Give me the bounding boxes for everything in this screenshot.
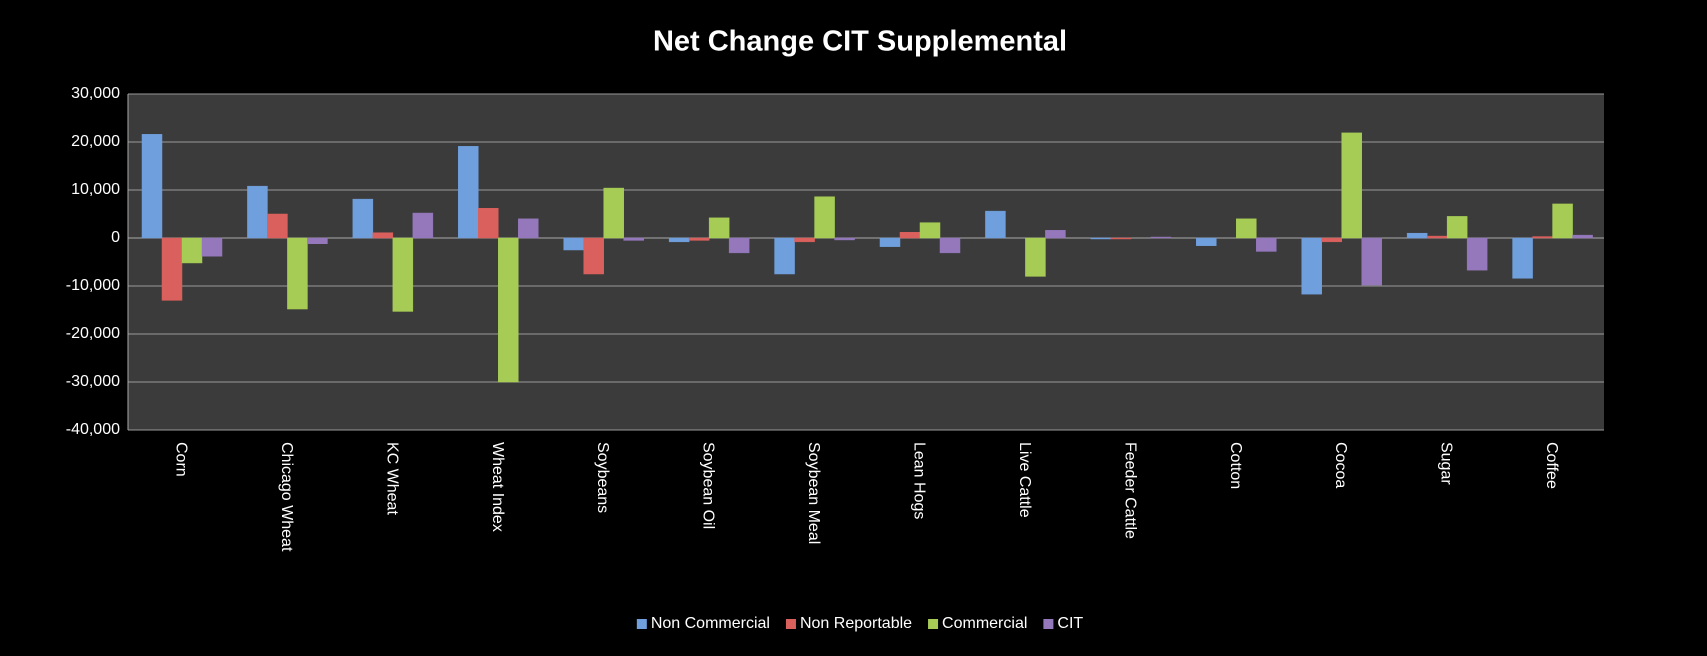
bar: [352, 198, 374, 239]
bar: [1196, 237, 1217, 246]
bar: [1572, 234, 1593, 239]
x-tick-label: Lean Hogs: [910, 442, 927, 519]
bar: [939, 237, 961, 254]
bar: [603, 187, 624, 239]
x-tick-label: Live Cattle: [1016, 442, 1033, 518]
bar: [1341, 132, 1362, 239]
bar: [181, 237, 203, 264]
bar: [985, 210, 1006, 239]
y-tick-label: -40,000: [66, 421, 120, 438]
bar: [1512, 237, 1533, 279]
bar: [307, 237, 328, 245]
x-tick-label: Feeder Cattle: [1121, 442, 1138, 539]
y-tick-label: 30,000: [71, 85, 120, 102]
bar: [623, 237, 644, 241]
legend-swatch: [636, 619, 647, 629]
x-tick-label: Soybean Oil: [700, 442, 717, 529]
y-tick-label: -20,000: [66, 325, 120, 342]
bar: [201, 237, 223, 257]
bar: [267, 213, 288, 239]
legend-label: Commercial: [942, 615, 1027, 632]
x-tick-label: Cotton: [1227, 442, 1244, 489]
bar: [498, 237, 519, 383]
x-tick-label: Coffee: [1543, 442, 1560, 489]
bar: [1045, 230, 1066, 239]
x-tick-label: Chicago Wheat: [278, 442, 295, 552]
bar: [1532, 236, 1553, 239]
bar: [141, 134, 163, 239]
legend-swatch: [928, 619, 939, 629]
bar: [161, 237, 183, 301]
bar: [392, 237, 414, 312]
bar: [834, 237, 855, 241]
bar: [478, 207, 499, 239]
bar: [919, 222, 941, 239]
y-tick-label: -10,000: [66, 277, 120, 294]
bar: [774, 237, 795, 275]
x-tick-label: Corn: [172, 442, 189, 477]
x-tick-label: Wheat Index: [489, 442, 506, 532]
bar: [794, 237, 815, 243]
bar: [879, 237, 901, 247]
bar: [1150, 236, 1172, 239]
bar: [518, 218, 539, 239]
legend-label: Non Commercial: [651, 615, 770, 632]
x-tick-label: Sugar: [1438, 442, 1455, 485]
bar: [287, 237, 308, 310]
y-tick-label: 10,000: [71, 181, 120, 198]
x-tick-label: Soybeans: [594, 442, 611, 513]
bar: [708, 217, 730, 239]
legend-swatch: [1043, 619, 1054, 629]
bar: [1256, 237, 1277, 252]
bar: [1426, 235, 1448, 239]
bar: [247, 185, 268, 239]
bar: [1301, 237, 1322, 295]
bar: [1446, 216, 1468, 239]
x-tick-label: Cocoa: [1332, 442, 1349, 488]
bar: [583, 237, 604, 275]
bar: [814, 196, 835, 239]
x-tick-label: KC Wheat: [383, 442, 400, 515]
bar: [372, 232, 394, 239]
y-tick-label: -30,000: [66, 373, 120, 390]
bar: [458, 146, 479, 239]
bar: [1090, 237, 1112, 240]
bar: [1406, 232, 1428, 239]
legend-label: Non Reportable: [800, 615, 912, 632]
bar: [1361, 237, 1382, 286]
bar: [899, 231, 921, 239]
bar: [1110, 237, 1132, 240]
y-tick-label: 0: [111, 229, 120, 246]
legend-swatch: [785, 619, 796, 629]
x-tick-label: Soybean Meal: [805, 442, 822, 544]
chart-title: Net Change CIT Supplemental: [653, 26, 1067, 58]
bar: [1321, 237, 1342, 243]
bar: [412, 212, 434, 239]
bar: [1236, 218, 1257, 239]
bar: [728, 237, 750, 254]
legend-label: CIT: [1057, 615, 1083, 632]
y-tick-label: 20,000: [71, 133, 120, 150]
bar: [1025, 237, 1046, 277]
plot-area: [128, 94, 1604, 430]
bar: [668, 237, 690, 243]
bar: [563, 237, 584, 251]
bar: [1552, 203, 1573, 239]
bar: [688, 237, 710, 241]
bar: [1466, 237, 1488, 271]
